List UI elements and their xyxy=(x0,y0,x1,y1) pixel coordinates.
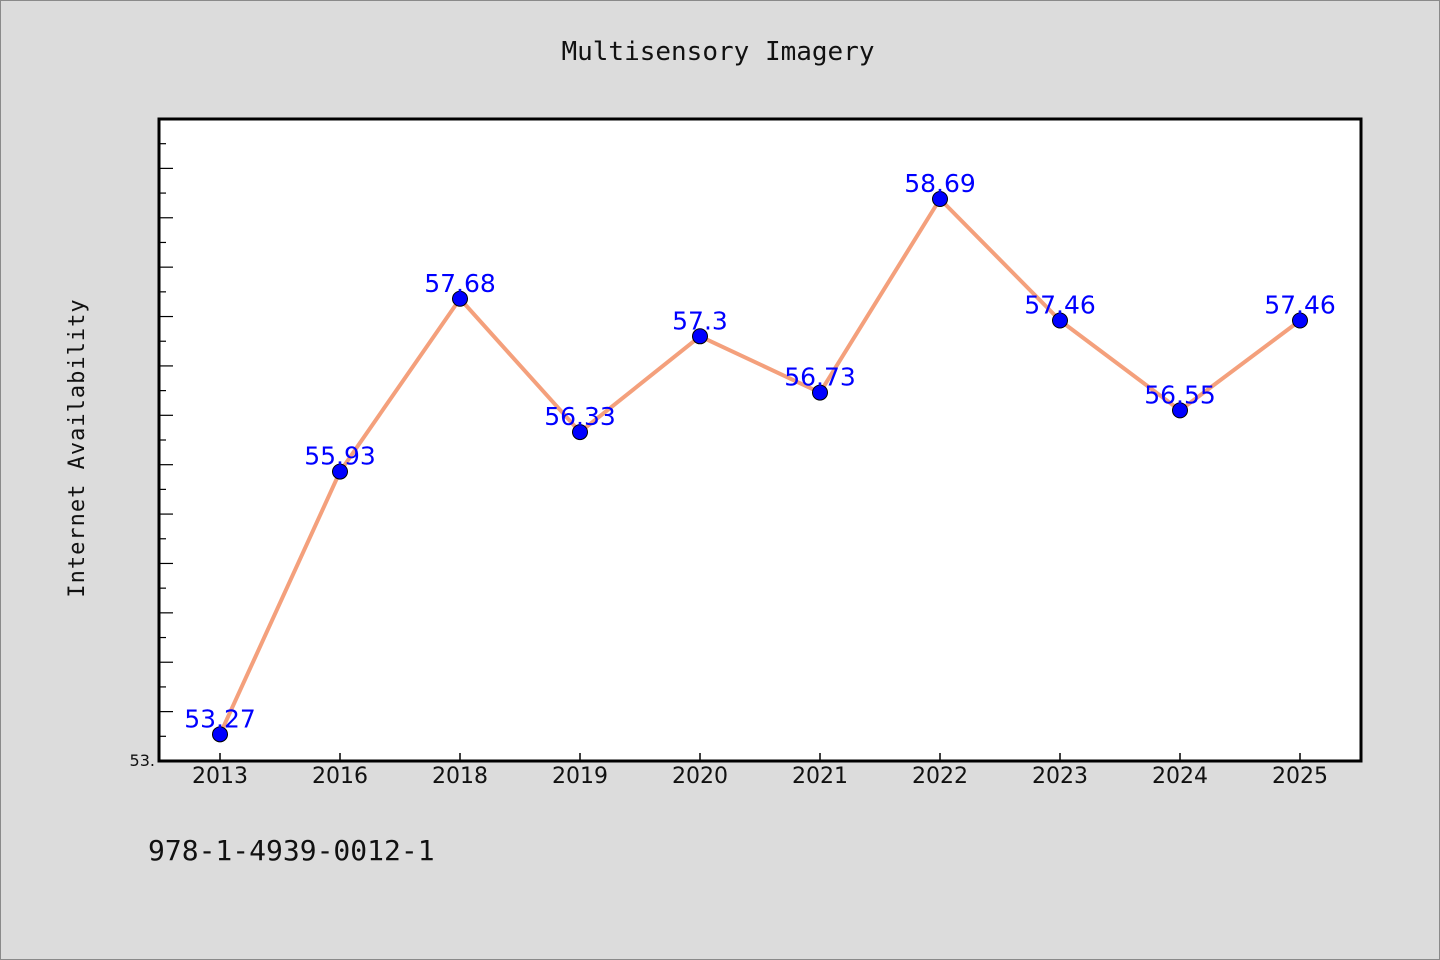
x-tick-label: 2013 xyxy=(192,764,248,789)
x-tick-label: 2016 xyxy=(312,764,368,789)
data-point xyxy=(692,328,708,345)
data-labels: 53.27 55.93 57.68 56.33 57.3 56.73 58.69 57.46 5… xyxy=(184,169,1336,733)
data-label: 57.46 xyxy=(1024,290,1096,319)
data-point xyxy=(1172,402,1188,419)
x-tick-label: 2021 xyxy=(792,764,848,789)
data-label: 57.68 xyxy=(424,269,496,298)
x-tick-label: 2022 xyxy=(912,764,968,789)
data-point xyxy=(212,726,228,743)
chart-title: Multisensory Imagery xyxy=(561,37,874,67)
x-axis-ticks xyxy=(219,753,1301,761)
isbn-text: 978-1-4939-0012-1 xyxy=(148,834,435,867)
data-label: 58.69 xyxy=(904,169,976,198)
data-label: 57.46 xyxy=(1264,290,1336,319)
x-tick-label: 2024 xyxy=(1152,764,1208,789)
data-point xyxy=(452,290,468,307)
data-point xyxy=(1292,312,1308,329)
data-label: 57.3 xyxy=(672,306,728,335)
data-label: 56.73 xyxy=(784,363,856,392)
plot-area xyxy=(157,117,1363,763)
series-line xyxy=(218,197,1302,736)
x-tick-label: 2025 xyxy=(1272,764,1328,789)
series-line-group xyxy=(218,197,1302,736)
data-point xyxy=(1052,312,1068,329)
data-label: 55.93 xyxy=(304,442,376,471)
x-tick-label: 2018 xyxy=(432,764,488,789)
data-point xyxy=(812,384,828,401)
x-tick-label: 2020 xyxy=(672,764,728,789)
data-point xyxy=(572,424,588,441)
x-axis-tick-labels: 2013 2016 2018 2019 2020 2021 2022 2023 2024 2025 xyxy=(192,764,1328,789)
data-label: 56.33 xyxy=(544,402,616,431)
data-point xyxy=(332,463,348,480)
series-markers xyxy=(212,191,1308,743)
y-tick-label: 53. xyxy=(130,751,155,770)
y-axis-tick-labels: 53. xyxy=(130,751,155,770)
data-point xyxy=(932,191,948,208)
data-label: 53.27 xyxy=(184,704,256,733)
data-label: 56.55 xyxy=(1144,380,1216,409)
y-axis-label: Internet Availability xyxy=(65,298,90,597)
x-tick-label: 2023 xyxy=(1032,764,1088,789)
x-tick-label: 2019 xyxy=(552,764,608,789)
y-axis-ticks xyxy=(159,143,173,762)
